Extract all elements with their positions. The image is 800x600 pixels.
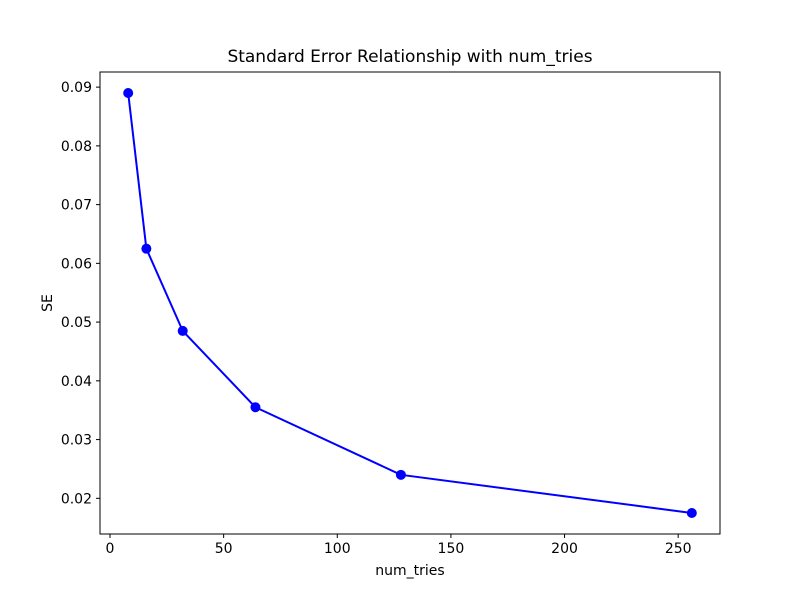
x-tick-label: 250 <box>665 541 692 557</box>
chart-title: Standard Error Relationship with num_tri… <box>227 47 592 67</box>
axes-box <box>99 71 721 535</box>
data-point <box>141 243 152 254</box>
y-tick-label: 0.09 <box>61 80 92 96</box>
y-axis-label: SE <box>40 294 56 312</box>
x-tick-label: 200 <box>551 541 578 557</box>
data-line <box>127 92 692 514</box>
y-tick-label: 0.03 <box>61 433 92 449</box>
y-tick-label: 0.08 <box>61 139 92 155</box>
x-tick-label: 100 <box>324 541 351 557</box>
x-axis-label: num_tries <box>375 563 444 579</box>
y-tick-label: 0.06 <box>61 256 92 272</box>
data-point <box>250 402 261 413</box>
data-point <box>686 508 697 518</box>
data-point <box>123 88 134 98</box>
x-tick-label: 50 <box>215 541 233 557</box>
y-tick-label: 0.05 <box>61 315 92 331</box>
x-tick-label: 150 <box>438 541 465 557</box>
y-tick-label: 0.04 <box>61 374 92 390</box>
y-tick-label: 0.07 <box>61 198 92 214</box>
data-point <box>395 469 406 480</box>
y-tick-label: 0.02 <box>61 491 92 507</box>
x-tick-label: 0 <box>106 541 115 557</box>
data-point <box>177 325 188 336</box>
